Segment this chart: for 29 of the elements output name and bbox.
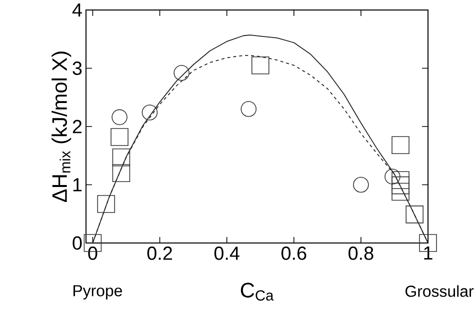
- point: [251, 56, 270, 74]
- point: [406, 206, 424, 224]
- point: [392, 171, 410, 189]
- point: [142, 104, 158, 120]
- text: Grossular: [406, 285, 474, 297]
- point: [112, 164, 130, 182]
- point: [392, 176, 410, 194]
- y-tick-label: 4: [72, 4, 82, 17]
- x-tick-label: 0.8: [348, 246, 374, 260]
- point: [353, 176, 369, 193]
- point: [240, 101, 257, 117]
- point: [174, 65, 190, 81]
- point: [112, 148, 130, 166]
- text: Pyrope: [74, 285, 122, 300]
- y-tick-label: 3: [72, 62, 82, 75]
- y-tick-label: 2: [72, 120, 82, 134]
- x-tick-label: 0.6: [281, 246, 306, 260]
- x-tick-label: 0.2: [147, 246, 172, 260]
- y-axis-title: ΔH$_{mix}$ (kJ/mol X): [52, 52, 72, 202]
- x-axis-title: C$_{Ca}$: [240, 282, 274, 301]
- y-tick-label: 1: [73, 178, 82, 192]
- x-tick-label: 0.4: [214, 246, 240, 260]
- point: [392, 182, 410, 201]
- point: [110, 128, 128, 146]
- point: [97, 195, 116, 213]
- y-tick-label: 0: [72, 236, 82, 250]
- point: [392, 136, 410, 154]
- point: [112, 109, 128, 126]
- point: [384, 168, 400, 184]
